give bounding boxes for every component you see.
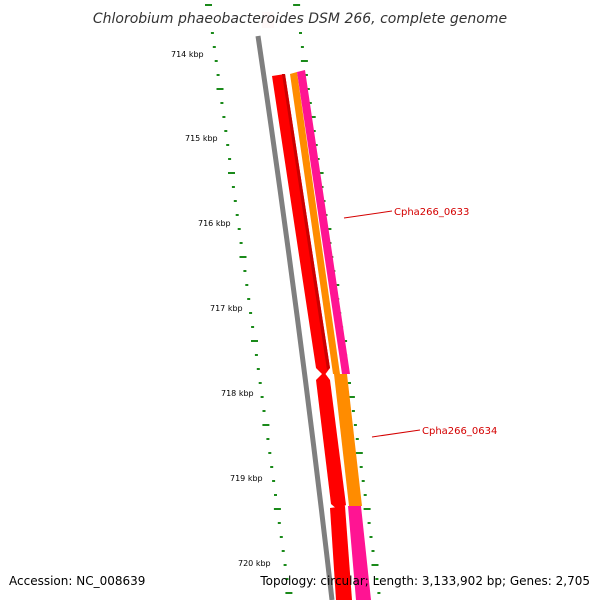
gc-skew-mark	[293, 4, 301, 6]
feature-label-cpha266-0634[interactable]: Cpha266_0634	[422, 426, 497, 437]
gc-skew-mark	[247, 298, 251, 300]
gc-skew-mark	[355, 452, 363, 454]
gc-skew-mark	[224, 130, 228, 132]
accession-label: Accession: NC_008639	[9, 574, 146, 588]
tick-label: 720 kbp	[238, 559, 271, 568]
feature-pink-segment-1[interactable]	[297, 70, 350, 374]
gc-skew-mark	[245, 284, 249, 286]
gc-skew-mark	[226, 144, 230, 146]
gc-skew-mark	[235, 214, 239, 216]
gc-skew-mark	[256, 368, 260, 370]
gc-skew-mark	[231, 186, 235, 188]
gc-skew-mark	[266, 438, 270, 440]
gc-skew-mark	[254, 354, 258, 356]
gc-skew-mark	[347, 396, 355, 398]
gc-skew-mark	[281, 550, 285, 552]
gc-skew-mark	[260, 396, 264, 398]
gc-skew-mark	[274, 494, 277, 496]
gc-skew-mark	[249, 312, 253, 314]
feature-leader-line-2	[371, 429, 421, 438]
gc-skew-mark	[228, 158, 232, 160]
tick-label: 716 kbp	[198, 219, 231, 228]
gc-skew-mark	[348, 382, 351, 384]
gc-skew-mark	[355, 438, 359, 440]
gc-skew-mark	[270, 466, 274, 468]
gc-skew-mark	[237, 228, 241, 230]
gc-skew-mark	[262, 410, 266, 412]
gc-skew-mark	[285, 578, 289, 580]
gc-skew-mark	[279, 536, 283, 538]
gc-skew-mark	[312, 130, 316, 132]
gc-skew-mark	[353, 424, 357, 426]
gc-skew-mark	[258, 382, 262, 384]
gc-skew-mark	[262, 424, 270, 426]
gc-skew-mark	[375, 578, 379, 580]
feature-orange-segment-1[interactable]	[290, 72, 340, 374]
gc-skew-mark	[239, 256, 247, 258]
gc-skew-mark	[300, 46, 304, 48]
feature-pink-segment-2[interactable]	[348, 506, 371, 600]
gc-skew-mark	[304, 74, 308, 76]
gc-skew-mark	[273, 508, 281, 510]
gc-skew-mark	[308, 116, 316, 118]
gc-skew-mark	[363, 508, 371, 510]
gc-skew-mark	[283, 564, 287, 566]
tick-label: 718 kbp	[221, 389, 254, 398]
tick-labels: 714 kbp 715 kbp 716 kbp 717 kbp 718 kbp …	[171, 50, 271, 568]
gc-skew-mark	[239, 242, 243, 244]
tick-label: 717 kbp	[210, 304, 243, 313]
gc-skew-mark	[216, 88, 224, 90]
gc-skew-mark	[371, 564, 379, 566]
map-title: Chlorobium phaeobacteroides DSM 266, com…	[93, 11, 507, 27]
tick-label: 714 kbp	[171, 50, 204, 59]
gc-skew-mark	[308, 102, 312, 104]
feature-red-segment-3[interactable]	[330, 506, 352, 600]
gc-skew-mark	[285, 592, 293, 594]
gc-skew-mark	[251, 340, 258, 342]
tick-label: 719 kbp	[230, 474, 263, 483]
feature-red-edge-1	[282, 74, 330, 370]
gc-skew-mark	[205, 4, 212, 6]
gc-skew-mark	[212, 46, 216, 48]
gc-skew-mark	[299, 32, 302, 34]
gc-skew-mark	[268, 452, 272, 454]
tick-label: 715 kbp	[185, 134, 218, 143]
gc-skew-mark	[351, 410, 355, 412]
feature-red-segment-2[interactable]	[316, 372, 346, 510]
gc-skew-mark	[359, 466, 363, 468]
gc-skew-mark	[300, 60, 308, 62]
topology-summary: Topology: circular; Length: 3,133,902 bp…	[260, 574, 590, 588]
feature-leader-line-1	[343, 210, 393, 219]
gc-skew-mark	[216, 74, 220, 76]
gc-skew-mark	[214, 60, 218, 62]
gc-skew-mark	[371, 550, 375, 552]
gc-skew-mark	[314, 144, 318, 146]
feature-label-cpha266-0633[interactable]: Cpha266_0633	[394, 207, 469, 218]
gc-skew-mark	[243, 270, 247, 272]
feature-red-segment-1[interactable]	[272, 74, 330, 376]
gc-skew-mark	[377, 592, 381, 594]
gc-skew-mark	[272, 480, 276, 482]
feature-orange-segment-2[interactable]	[334, 374, 362, 506]
gc-skew-mark	[277, 522, 281, 524]
gc-skew-mark	[251, 326, 255, 328]
gc-skew-mark	[306, 88, 310, 90]
title-backdrop	[90, 6, 510, 28]
gc-skew-mark	[363, 494, 367, 496]
gc-skew-mark	[228, 172, 235, 174]
gc-skew-mark	[220, 102, 224, 104]
gc-skew-mark	[367, 522, 371, 524]
genome-backbone	[255, 35, 335, 600]
gc-skew-mark	[210, 32, 214, 34]
gc-skew-mark	[233, 200, 237, 202]
gc-skew-mark	[369, 536, 373, 538]
gc-skew-mark	[222, 116, 226, 118]
gc-skew-mark	[361, 480, 365, 482]
